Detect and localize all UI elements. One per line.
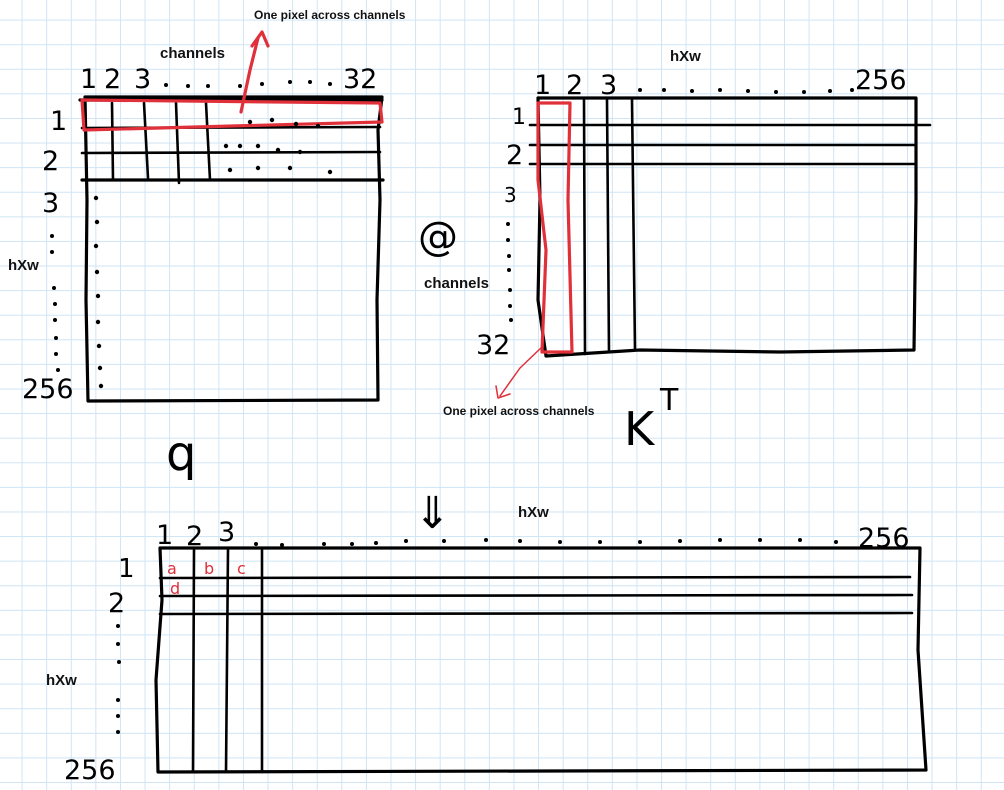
equals-arrow: ⇓ [414,488,451,539]
result-col-index-3: 3 [218,517,235,548]
kt-col-line-3 [630,98,637,352]
q-arrow-head [250,30,270,48]
kt-row-index-2: 2 [506,140,523,171]
q-col-line-4 [204,101,212,182]
result-row-index-dots [116,624,121,734]
result-row-line-2 [158,593,914,598]
q-row-index-256: 256 [22,374,74,405]
q-col-index-32: 32 [343,64,377,95]
kt-col-index-dots [638,88,854,94]
q-row-index-2: 2 [42,146,59,177]
result-row-line-3 [158,611,914,616]
result-col-index-1: 1 [156,520,173,551]
result-side-label: hXw [46,672,77,689]
kt-col-index-1: 1 [534,70,551,101]
q-row-index-1: 1 [50,106,67,137]
kt-row-index-32: 32 [476,330,510,361]
q-col-index-3: 3 [134,64,151,95]
q-col-line-2 [142,101,150,180]
result-matrix: 1 2 3 256 1 2 256 a b c d hXw hXw [46,504,928,786]
q-side-label: hXw [8,257,39,274]
kt-arrow-shaft [499,345,544,397]
q-annotation: One pixel across channels [254,8,406,22]
kt-superscript: T [659,383,679,418]
q-col-index-dots [164,80,332,88]
result-row-index-256: 256 [64,755,116,786]
kt-col-index-2: 2 [566,70,583,101]
result-row-index-2: 2 [108,588,125,619]
result-cell-d: d [170,579,180,598]
result-col-index-2: 2 [186,521,203,552]
q-matrix-outline [83,95,384,403]
q-highlight-row [80,98,384,132]
q-row-line-3 [80,150,382,155]
kt-row-index-dots [506,222,513,322]
result-col-line-1 [191,548,196,774]
q-inner-dots [93,117,333,389]
matmul-operator: @ [418,214,458,260]
kt-letter: K [624,402,656,456]
q-top-label: channels [160,45,225,62]
kt-annotation: One pixel across channels [443,404,595,418]
kt-highlight-column [536,101,574,354]
result-matrix-outline [154,546,928,774]
kt-col-index-3: 3 [600,70,617,101]
result-col-line-2 [224,548,230,774]
q-col-index-1: 1 [80,64,97,95]
q-matrix: 1 2 3 32 1 2 3 256 channels hXw One pixe… [8,8,406,482]
kt-row-index-3: 3 [504,183,517,207]
result-col-index-dots [254,538,838,547]
q-col-line-1 [110,101,115,182]
q-letter: q [166,426,196,482]
kt-side-label: channels [424,275,489,292]
kt-matrix-outline [536,96,918,358]
result-cell-b: b [204,559,214,578]
q-row-index-dots [50,234,60,372]
result-top-label: hXw [518,504,549,521]
kt-row-index-1: 1 [512,105,526,130]
q-col-line-3 [174,101,181,185]
result-cell-c: c [237,559,246,578]
q-col-index-2: 2 [104,64,121,95]
q-row-index-3: 3 [42,188,59,219]
kt-matrix: 1 2 3 256 1 2 3 32 hXw channels One pixe… [424,48,932,456]
result-col-index-256: 256 [858,523,910,554]
result-row-index-1: 1 [118,554,135,584]
result-cell-a: a [167,559,177,578]
kt-col-index-256: 256 [855,65,907,96]
result-row-line-1 [158,575,912,580]
kt-arrow-head [495,385,511,399]
kt-col-line-1 [582,98,587,356]
q-arrow-shaft [239,36,260,114]
kt-top-label: hXw [670,48,701,65]
kt-col-line-2 [605,98,611,354]
